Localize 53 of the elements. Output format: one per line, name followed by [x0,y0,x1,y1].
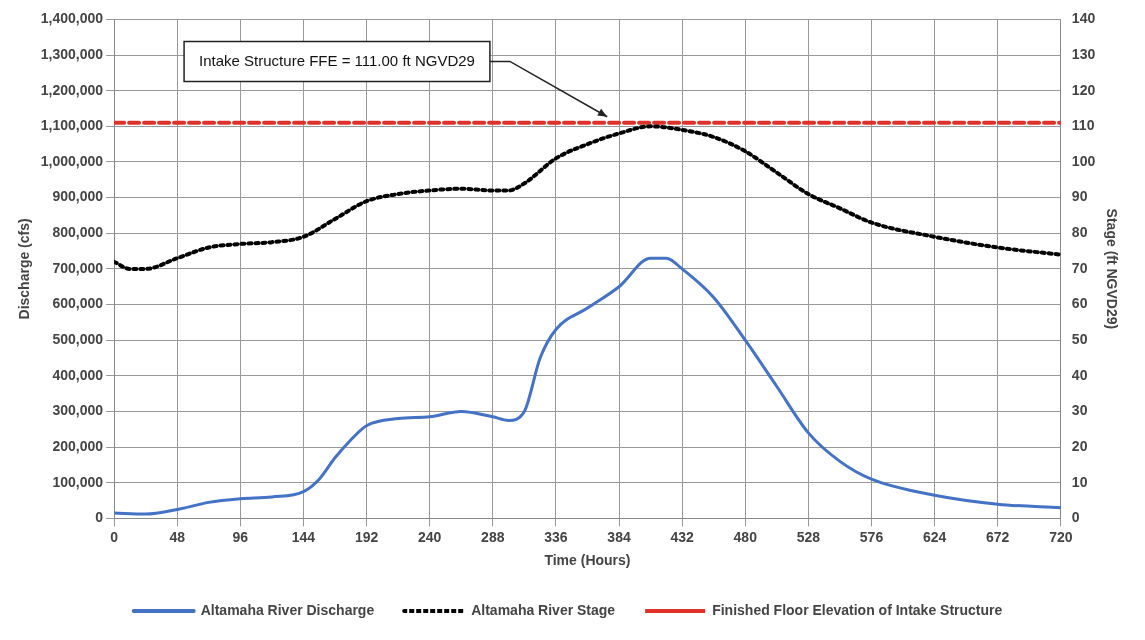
y-axis-title: Discharge (cfs) [16,218,33,320]
y-tick-label: 700,000 [52,259,104,276]
x-tick-label: 384 [607,528,631,545]
y2-tick-label: 20 [1071,437,1088,454]
x-tick-label: 144 [291,528,316,545]
x-tick-label: 48 [169,528,186,545]
y-tick-label: 400,000 [52,366,104,383]
legend-label: Finished Floor Elevation of Intake Structure [712,601,1003,618]
y2-tick-label: 40 [1071,366,1088,383]
y-tick-label: 1,300,000 [40,45,104,62]
x-tick-label: 0 [110,528,119,545]
y-tick-label: 100,000 [52,473,104,490]
y-tick-label: 800,000 [52,224,104,241]
y-tick-label: 1,000,000 [40,152,104,169]
y2-tick-label: 0 [1071,509,1080,526]
y-tick-label: 200,000 [52,437,104,454]
y2-tick-label: 120 [1071,81,1096,98]
x-tick-label: 528 [796,528,821,545]
y2-tick-label: 60 [1071,295,1088,312]
legend-label: Altamaha River Stage [471,601,616,618]
x-tick-label: 576 [859,528,884,545]
y2-axis-title: Stage (ft NGVD29) [1103,208,1120,330]
x-tick-label: 480 [733,528,758,545]
y2-tick-label: 130 [1071,45,1096,62]
x-tick-label: 288 [481,528,505,545]
x-tick-label: 624 [922,528,947,545]
x-tick-label: 240 [417,528,442,545]
y-tick-label: 1,400,000 [40,10,104,27]
y-tick-label: 600,000 [52,295,104,312]
y-tick-label: 0 [95,509,104,526]
y2-tick-label: 70 [1071,259,1088,276]
x-tick-label: 720 [1049,528,1073,545]
y-tick-label: 300,000 [52,402,104,419]
y2-tick-label: 90 [1071,188,1088,205]
y2-tick-label: 30 [1071,402,1088,419]
y-tick-label: 900,000 [52,188,104,205]
x-tick-label: 192 [354,528,379,545]
y2-tick-label: 10 [1071,473,1088,490]
annotation: Intake Structure FFE = 111.00 ft NGVD29 [199,51,475,69]
y-tick-label: 500,000 [52,331,104,348]
x-tick-label: 672 [986,528,1010,545]
x-tick-label: 432 [670,528,695,545]
y2-tick-label: 140 [1071,10,1096,27]
y2-tick-label: 110 [1071,117,1095,134]
y2-tick-label: 100 [1071,152,1096,169]
y-tick-label: 1,100,000 [40,117,104,134]
x-tick-label: 96 [232,528,249,545]
x-tick-label: 336 [544,528,568,545]
y-tick-label: 1,200,000 [40,81,104,98]
legend-label: Altamaha River Discharge [200,601,375,618]
y2-tick-label: 50 [1071,331,1088,348]
y2-tick-label: 80 [1071,224,1088,241]
x-axis-title: Time (Hours) [544,552,631,569]
